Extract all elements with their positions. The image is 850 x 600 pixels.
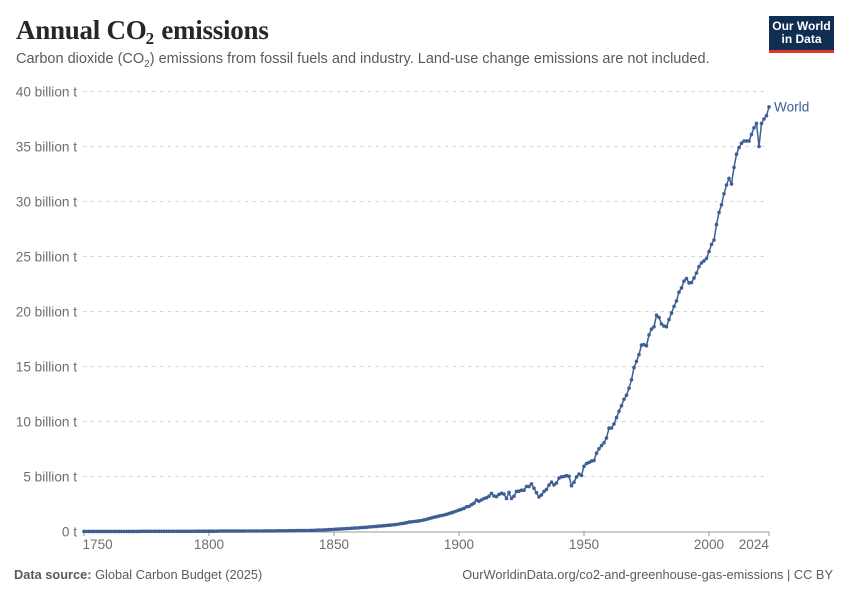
svg-text:40 billion t: 40 billion t <box>16 85 77 100</box>
svg-text:15 billion t: 15 billion t <box>16 360 77 375</box>
svg-text:10 billion t: 10 billion t <box>16 415 77 430</box>
svg-text:1750: 1750 <box>83 537 114 552</box>
svg-text:35 billion t: 35 billion t <box>16 140 77 155</box>
svg-text:25 billion t: 25 billion t <box>16 250 77 265</box>
svg-text:5 billion t: 5 billion t <box>23 470 77 485</box>
svg-text:World: World <box>774 100 809 115</box>
svg-text:2000: 2000 <box>694 537 725 552</box>
svg-text:1800: 1800 <box>194 537 225 552</box>
svg-text:30 billion t: 30 billion t <box>16 195 77 210</box>
svg-text:0 t: 0 t <box>62 525 77 540</box>
svg-text:1850: 1850 <box>319 537 350 552</box>
svg-text:1900: 1900 <box>444 537 475 552</box>
svg-text:1950: 1950 <box>569 537 600 552</box>
svg-text:2024: 2024 <box>739 537 770 552</box>
svg-text:20 billion t: 20 billion t <box>16 305 77 320</box>
